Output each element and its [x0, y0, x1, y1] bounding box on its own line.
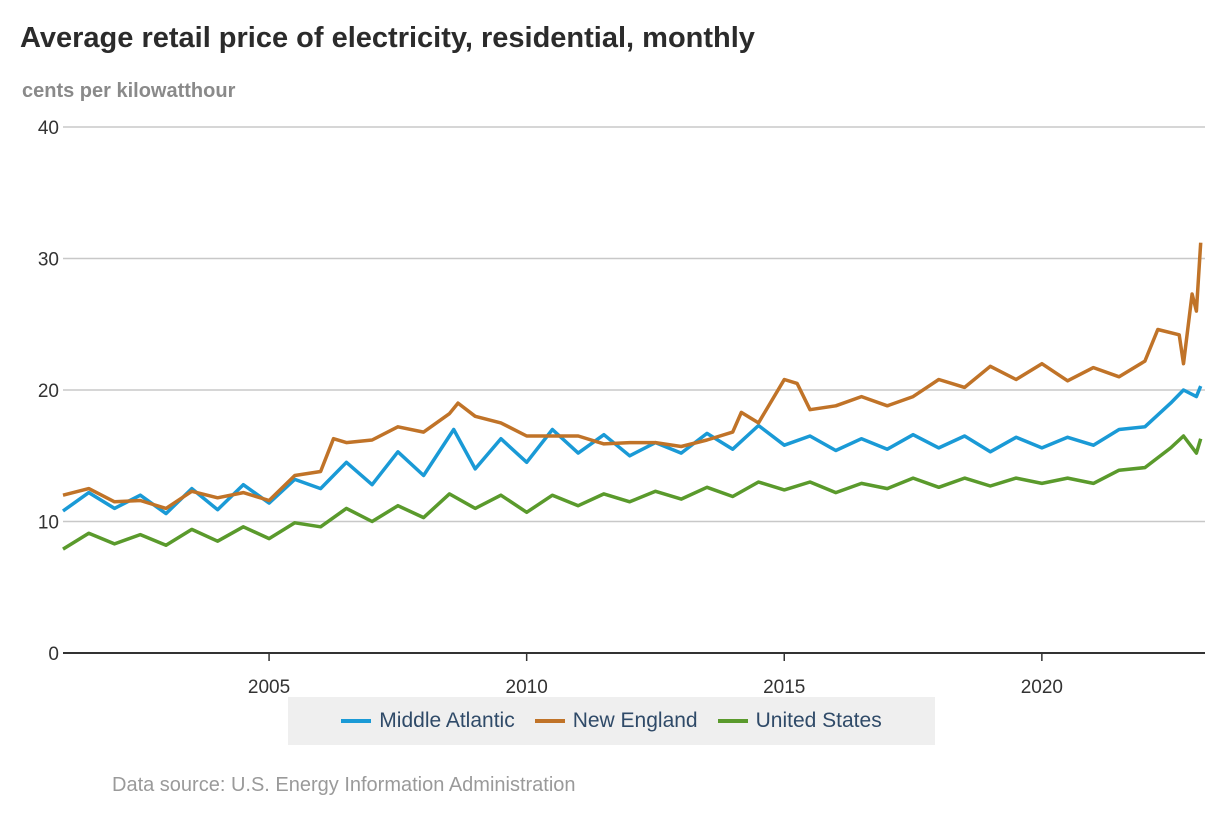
legend-item-united-states[interactable]: United States [717, 709, 882, 733]
y-tick-label: 30 [38, 250, 59, 271]
data-source: Data source: U.S. Energy Information Adm… [112, 774, 576, 796]
y-axis-label: cents per kilowatthour [22, 80, 236, 102]
legend-item-new-england[interactable]: New England [534, 709, 698, 733]
chart-title: Average retail price of electricity, res… [20, 22, 755, 54]
legend-label: New England [572, 709, 698, 732]
legend: Middle Atlantic New England United State… [288, 697, 935, 745]
legend-item-middle-atlantic[interactable]: Middle Atlantic [341, 709, 515, 733]
x-tick-label: 2005 [248, 677, 290, 698]
legend-swatch [341, 719, 372, 723]
x-tick-label: 2015 [763, 677, 805, 698]
y-tick-label: 0 [48, 644, 59, 665]
series-line-new-england [62, 242, 1203, 511]
y-tick-label: 40 [38, 118, 59, 139]
legend-label: Middle Atlantic [379, 709, 515, 732]
legend-label: United States [755, 709, 882, 732]
legend-swatch [534, 719, 565, 723]
series-line-united-states [62, 434, 1203, 551]
y-tick-label: 10 [38, 513, 59, 534]
legend-swatch [717, 719, 748, 723]
y-tick-label: 20 [38, 381, 59, 402]
x-tick-label: 2020 [1021, 677, 1063, 698]
x-tick-label: 2010 [506, 677, 548, 698]
